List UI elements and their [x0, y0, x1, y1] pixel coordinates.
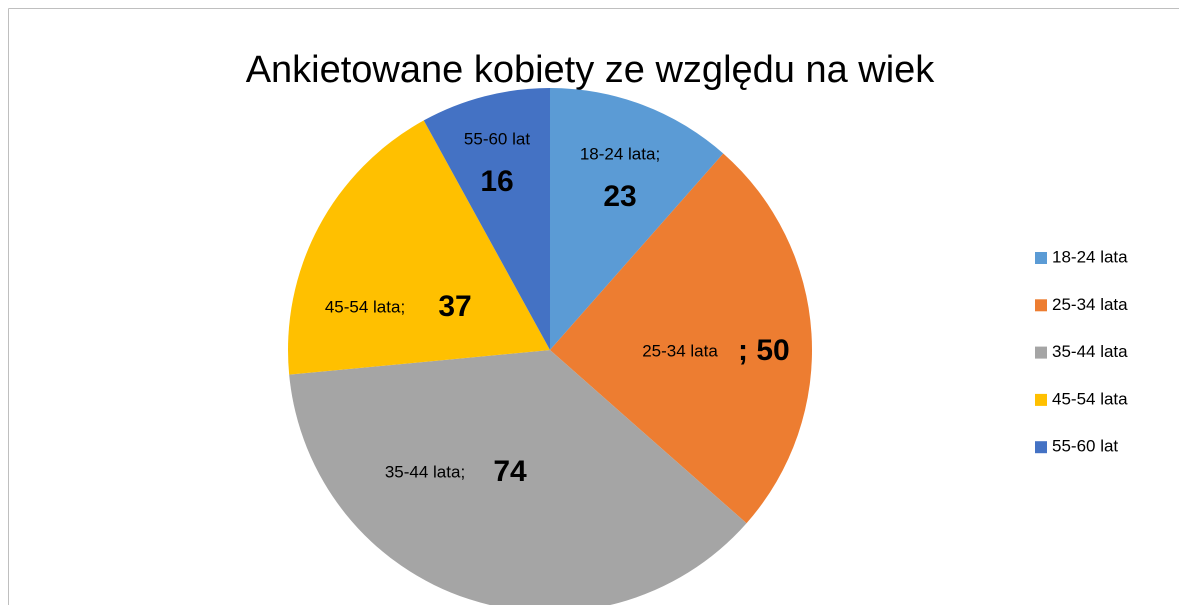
- pie-slice: [289, 350, 747, 605]
- data-label-name: 45-54 lata;: [325, 297, 405, 316]
- data-label-value: 37: [438, 290, 471, 323]
- data-label-value: 23: [603, 180, 636, 213]
- legend-label: 55-60 lat: [1052, 437, 1118, 456]
- legend-label: 45-54 lata: [1052, 389, 1128, 408]
- legend-swatch: [1035, 393, 1047, 406]
- data-label-value: 16: [480, 165, 513, 198]
- legend-label: 25-34 lata: [1052, 295, 1128, 314]
- chart-title: Ankietowane kobiety ze względu na wiek: [246, 49, 936, 91]
- pie-slice: [550, 88, 724, 350]
- pie-slice: [423, 88, 550, 350]
- data-label-name: 55-60 lat: [464, 129, 530, 148]
- data-label-name: 35-44 lata;: [385, 462, 465, 481]
- data-label-name: 25-34 lata: [642, 341, 718, 360]
- pie-slice: [550, 153, 813, 524]
- legend-label: 18-24 lata: [1052, 247, 1128, 266]
- legend-swatch: [1035, 299, 1047, 312]
- legend-swatch: [1035, 346, 1047, 359]
- data-label-value: 74: [493, 455, 527, 488]
- legend-swatch: [1035, 441, 1047, 454]
- legend-label: 35-44 lata: [1052, 342, 1128, 361]
- legend-swatch: [1035, 252, 1047, 264]
- pie-slice: [287, 120, 550, 375]
- data-label-value: ; 50: [738, 334, 790, 367]
- data-label-name: 18-24 lata;: [580, 144, 660, 163]
